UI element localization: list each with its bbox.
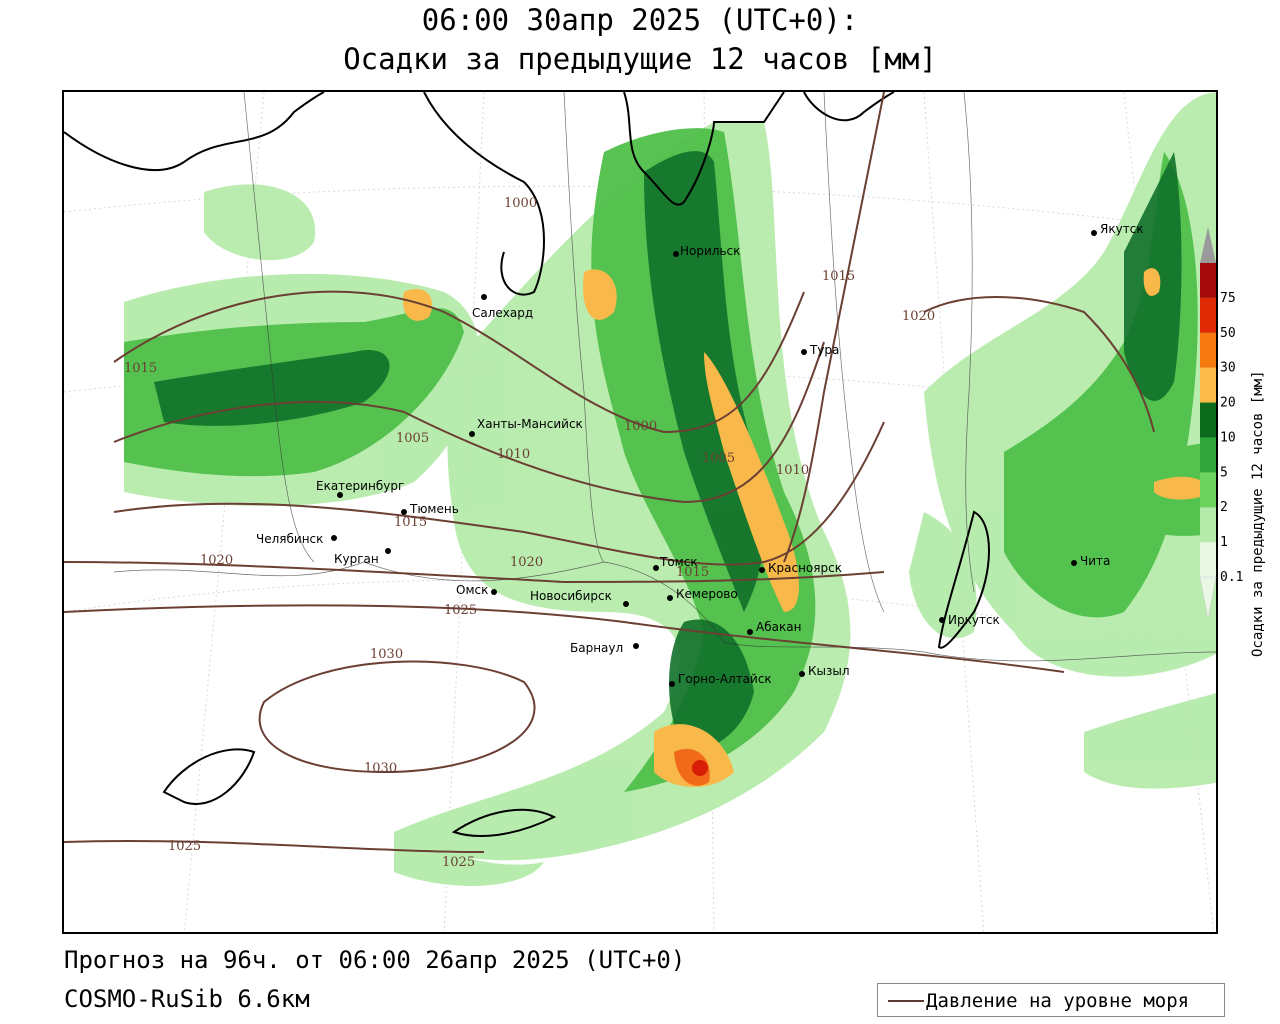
city-khanty-mansiysk: Ханты-Мансийск: [469, 417, 583, 437]
city-chita: Чита: [1071, 554, 1110, 568]
svg-text:Новосибирск: Новосибирск: [530, 589, 612, 603]
city-abakan: Абакан: [747, 620, 801, 635]
pressure-legend: Давление на уровне моря: [877, 983, 1225, 1017]
svg-text:Омск: Омск: [456, 583, 488, 597]
map-title: 06:00 30апр 2025 (UTC+0):: [421, 3, 859, 37]
colorbar-tick-label: 0.1: [1220, 570, 1243, 585]
colorbar-swatch: [1200, 542, 1216, 577]
isobar-label: 1020: [200, 553, 233, 568]
colorbar-over-triangle: [1200, 227, 1216, 263]
colorbar-swatch: [1200, 507, 1216, 543]
city-tyumen: Тюмень: [401, 502, 459, 516]
forecast-info: Прогноз на 96ч. от 06:00 26апр 2025 (UTC…: [64, 946, 686, 974]
svg-text:Ханты-Мансийск: Ханты-Мансийск: [477, 417, 583, 431]
colorbar-swatch: [1200, 297, 1216, 333]
svg-text:Норильск: Норильск: [680, 244, 740, 258]
colorbar-swatch: [1200, 472, 1216, 508]
admin-borders: [113, 92, 1216, 662]
isobar-label: 1020: [902, 309, 935, 324]
city-salekhard: Салехард: [472, 294, 533, 320]
isobar-label: 1015: [124, 361, 157, 376]
city-kemerovo: Кемерово: [667, 587, 738, 601]
city-gorno-altaysk: Горно-Алтайск: [669, 672, 772, 687]
city-krasnoyarsk: Красноярск: [759, 561, 842, 575]
svg-text:Кемерово: Кемерово: [676, 587, 738, 601]
city-irkutsk: Иркутск: [939, 613, 1000, 627]
colorbar-swatch: [1200, 332, 1216, 368]
svg-text:Томск: Томск: [659, 555, 698, 569]
isobar-label: 1030: [370, 647, 403, 662]
city-tomsk: Томск: [653, 555, 698, 571]
svg-text:Екатеринбург: Екатеринбург: [316, 479, 404, 493]
city-tura: Тура: [801, 343, 839, 357]
colorbar-tick-label: 1: [1220, 535, 1228, 550]
city-kyzyl: Кызыл: [799, 664, 850, 678]
city-kurgan: Курган: [334, 548, 391, 566]
svg-text:Якутск: Якутск: [1100, 222, 1144, 236]
pressure-legend-label: Давление на уровне моря: [926, 990, 1190, 1012]
colorbar-title: Осадки за предыдущие 12 часов [мм]: [1250, 370, 1266, 657]
svg-text:Салехард: Салехард: [472, 306, 533, 320]
map-subtitle: Осадки за предыдущие 12 часов [мм]: [343, 42, 937, 76]
city-norilsk: Норильск: [673, 244, 740, 258]
colorbar-swatch: [1200, 402, 1216, 438]
isobar-label: 1010: [776, 463, 809, 478]
svg-text:Барнаул: Барнаул: [570, 641, 623, 655]
isobar-label: 1000: [624, 419, 657, 434]
cities: Салехард Норильск Тура Якутск Ханты-Манс…: [256, 222, 1144, 687]
svg-text:Иркутск: Иркутск: [948, 613, 1000, 627]
svg-text:Чита: Чита: [1080, 554, 1110, 568]
coastline: [64, 92, 990, 838]
colorbar-swatch: [1200, 367, 1216, 403]
isobar-label: 1025: [444, 603, 477, 618]
isobar-label: 1025: [442, 855, 475, 870]
colorbar-tick-label: 50: [1220, 326, 1236, 341]
city-yakutsk: Якутск: [1091, 222, 1144, 236]
svg-text:Курган: Курган: [334, 552, 379, 566]
precip-red: [674, 748, 710, 786]
colorbar-tick-label: 30: [1220, 361, 1236, 376]
isobar-label: 1015: [394, 515, 427, 530]
isobar-label: 1025: [168, 839, 201, 854]
precipitation-colorbar: 0.1 1 2 5 10 20 30 50 75 Осадки за предыдущие 12…: [1198, 225, 1274, 665]
pressure-line-swatch: [888, 1000, 924, 1002]
svg-text:Челябинск: Челябинск: [256, 532, 323, 546]
isobar-label: 1010: [497, 447, 530, 462]
isobar-label: 1015: [676, 565, 709, 580]
isobar-label: 1005: [702, 451, 735, 466]
colorbar-swatches: [1200, 263, 1216, 577]
city-chelyabinsk: Челябинск: [256, 532, 337, 546]
colorbar-swatch: [1200, 263, 1216, 298]
isobar-labels: 1000 1015 1015 1020 1005 1010 1000 1005 …: [124, 196, 935, 870]
isobar-label: 1005: [396, 431, 429, 446]
isobar-label: 1030: [364, 761, 397, 776]
colorbar-swatch: [1200, 437, 1216, 473]
model-name: COSMO-RuSib 6.6км: [64, 985, 310, 1013]
colorbar-tick-label: 10: [1220, 430, 1236, 445]
city-barnaul: Барнаул: [570, 641, 639, 655]
city-novosibirsk: Новосибирск: [530, 589, 629, 607]
isobar-label: 1020: [510, 555, 543, 570]
colorbar-tick-label: 20: [1220, 396, 1236, 411]
colorbar-tick-label: 75: [1220, 291, 1236, 306]
svg-text:Тура: Тура: [809, 343, 839, 357]
svg-text:Абакан: Абакан: [756, 620, 801, 634]
svg-text:Горно-Алтайск: Горно-Алтайск: [678, 672, 772, 686]
isobar-label: 1015: [822, 269, 855, 284]
svg-text:Тюмень: Тюмень: [409, 502, 459, 516]
precipitation-map: 1000 1015 1015 1020 1005 1010 1000 1005 …: [62, 90, 1218, 934]
colorbar-tick-label: 2: [1220, 500, 1228, 515]
city-omsk: Омск: [456, 583, 497, 597]
isobar-label: 1000: [504, 196, 537, 211]
colorbar-tick-label: 5: [1220, 465, 1228, 480]
isobars: [64, 92, 1155, 853]
colorbar-under-triangle: [1199, 576, 1217, 620]
city-ekaterinburg: Екатеринбург: [316, 479, 404, 498]
svg-text:Красноярск: Красноярск: [768, 561, 842, 575]
svg-text:Кызыл: Кызыл: [808, 664, 850, 678]
